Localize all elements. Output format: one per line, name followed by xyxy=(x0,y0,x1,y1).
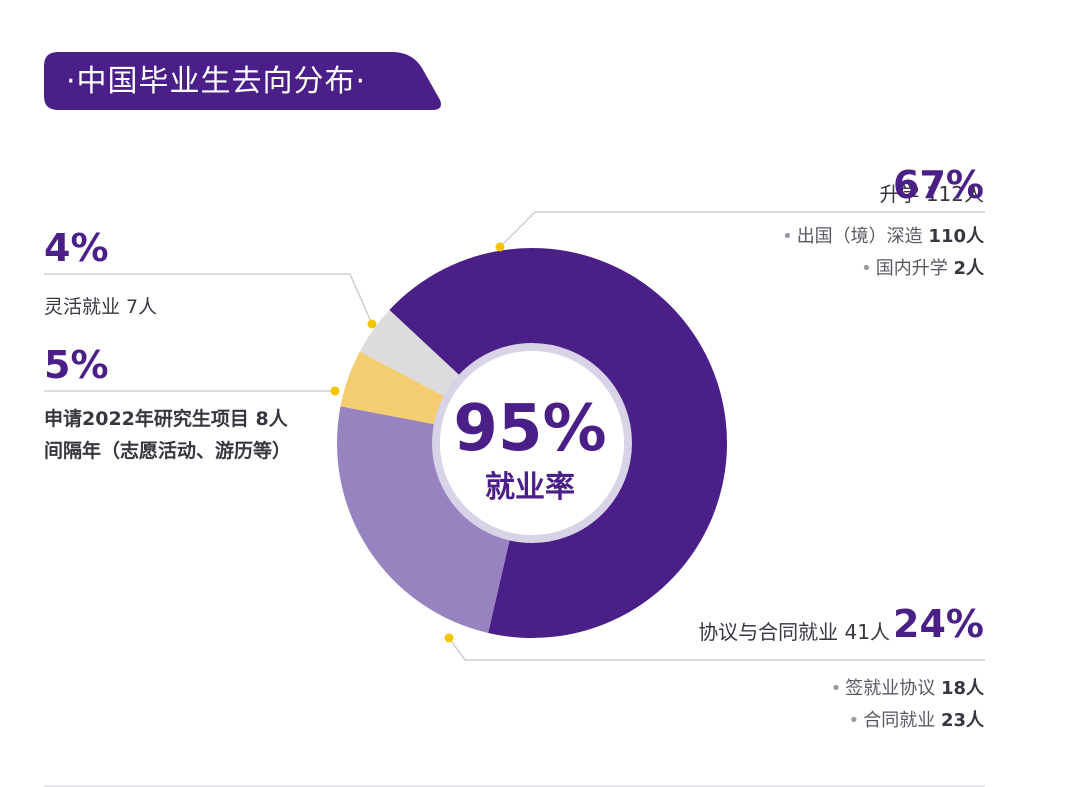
slice-gap-year xyxy=(340,351,448,425)
leader-line-further-study xyxy=(499,211,985,248)
contract-percent: 24% xyxy=(893,602,984,646)
detail-label: 国内升学 xyxy=(875,258,948,279)
detail-label: 签就业协议 xyxy=(845,678,936,699)
detail-value: 18人 xyxy=(940,678,984,699)
center-hole xyxy=(440,351,624,535)
contract-detail-2: • 合同就业 23人 xyxy=(848,710,984,731)
label-further-study: 升学 112人 xyxy=(879,178,984,207)
center-label: 就业率 xyxy=(485,470,575,505)
leader-dot-contract xyxy=(444,633,454,643)
slice-flexible-employment xyxy=(359,310,462,398)
detail-label: 出国（境）深造 xyxy=(796,226,923,247)
leader-line-flexible xyxy=(44,273,373,325)
contract-detail-1: • 签就业协议 18人 xyxy=(830,678,984,699)
leader-dot-gap-year xyxy=(330,386,340,396)
slice-contract-employment xyxy=(337,406,511,634)
flexible-percent: 4% xyxy=(44,226,109,270)
further-study-count: 112人 xyxy=(925,182,984,206)
slice-further-study xyxy=(389,247,728,638)
leader-line-contract xyxy=(448,637,985,661)
page-title: ·中国毕业生去向分布· xyxy=(66,64,367,99)
contract-count: 41人 xyxy=(844,620,890,644)
further-study-detail-2: • 国内升学 2人 xyxy=(861,258,984,279)
label-contract: 协议与合同就业 41人 xyxy=(698,616,890,645)
gap-year-percent: 5% xyxy=(44,343,109,387)
contract-name: 协议与合同就业 xyxy=(698,620,839,644)
detail-value: 110人 xyxy=(928,226,984,247)
title-banner xyxy=(44,52,441,110)
gap-year-line-1: 申请2022年研究生项目 8人 xyxy=(44,408,288,430)
flexible-label: 灵活就业 7人 xyxy=(44,296,158,318)
center-value: 95% xyxy=(453,392,607,466)
center-ring xyxy=(432,343,632,543)
leader-dot-further-study xyxy=(495,242,505,252)
gap-year-line-2: 间隔年（志愿活动、游历等） xyxy=(44,440,292,462)
leader-dot-flexible xyxy=(367,319,377,329)
detail-value: 23人 xyxy=(940,710,984,731)
further-study-name: 升学 xyxy=(879,182,920,206)
further-study-percent: 67% xyxy=(893,163,984,207)
detail-value: 2人 xyxy=(953,258,984,279)
detail-label: 合同就业 xyxy=(863,710,936,731)
further-study-detail-1: • 出国（境）深造 110人 xyxy=(782,226,984,247)
